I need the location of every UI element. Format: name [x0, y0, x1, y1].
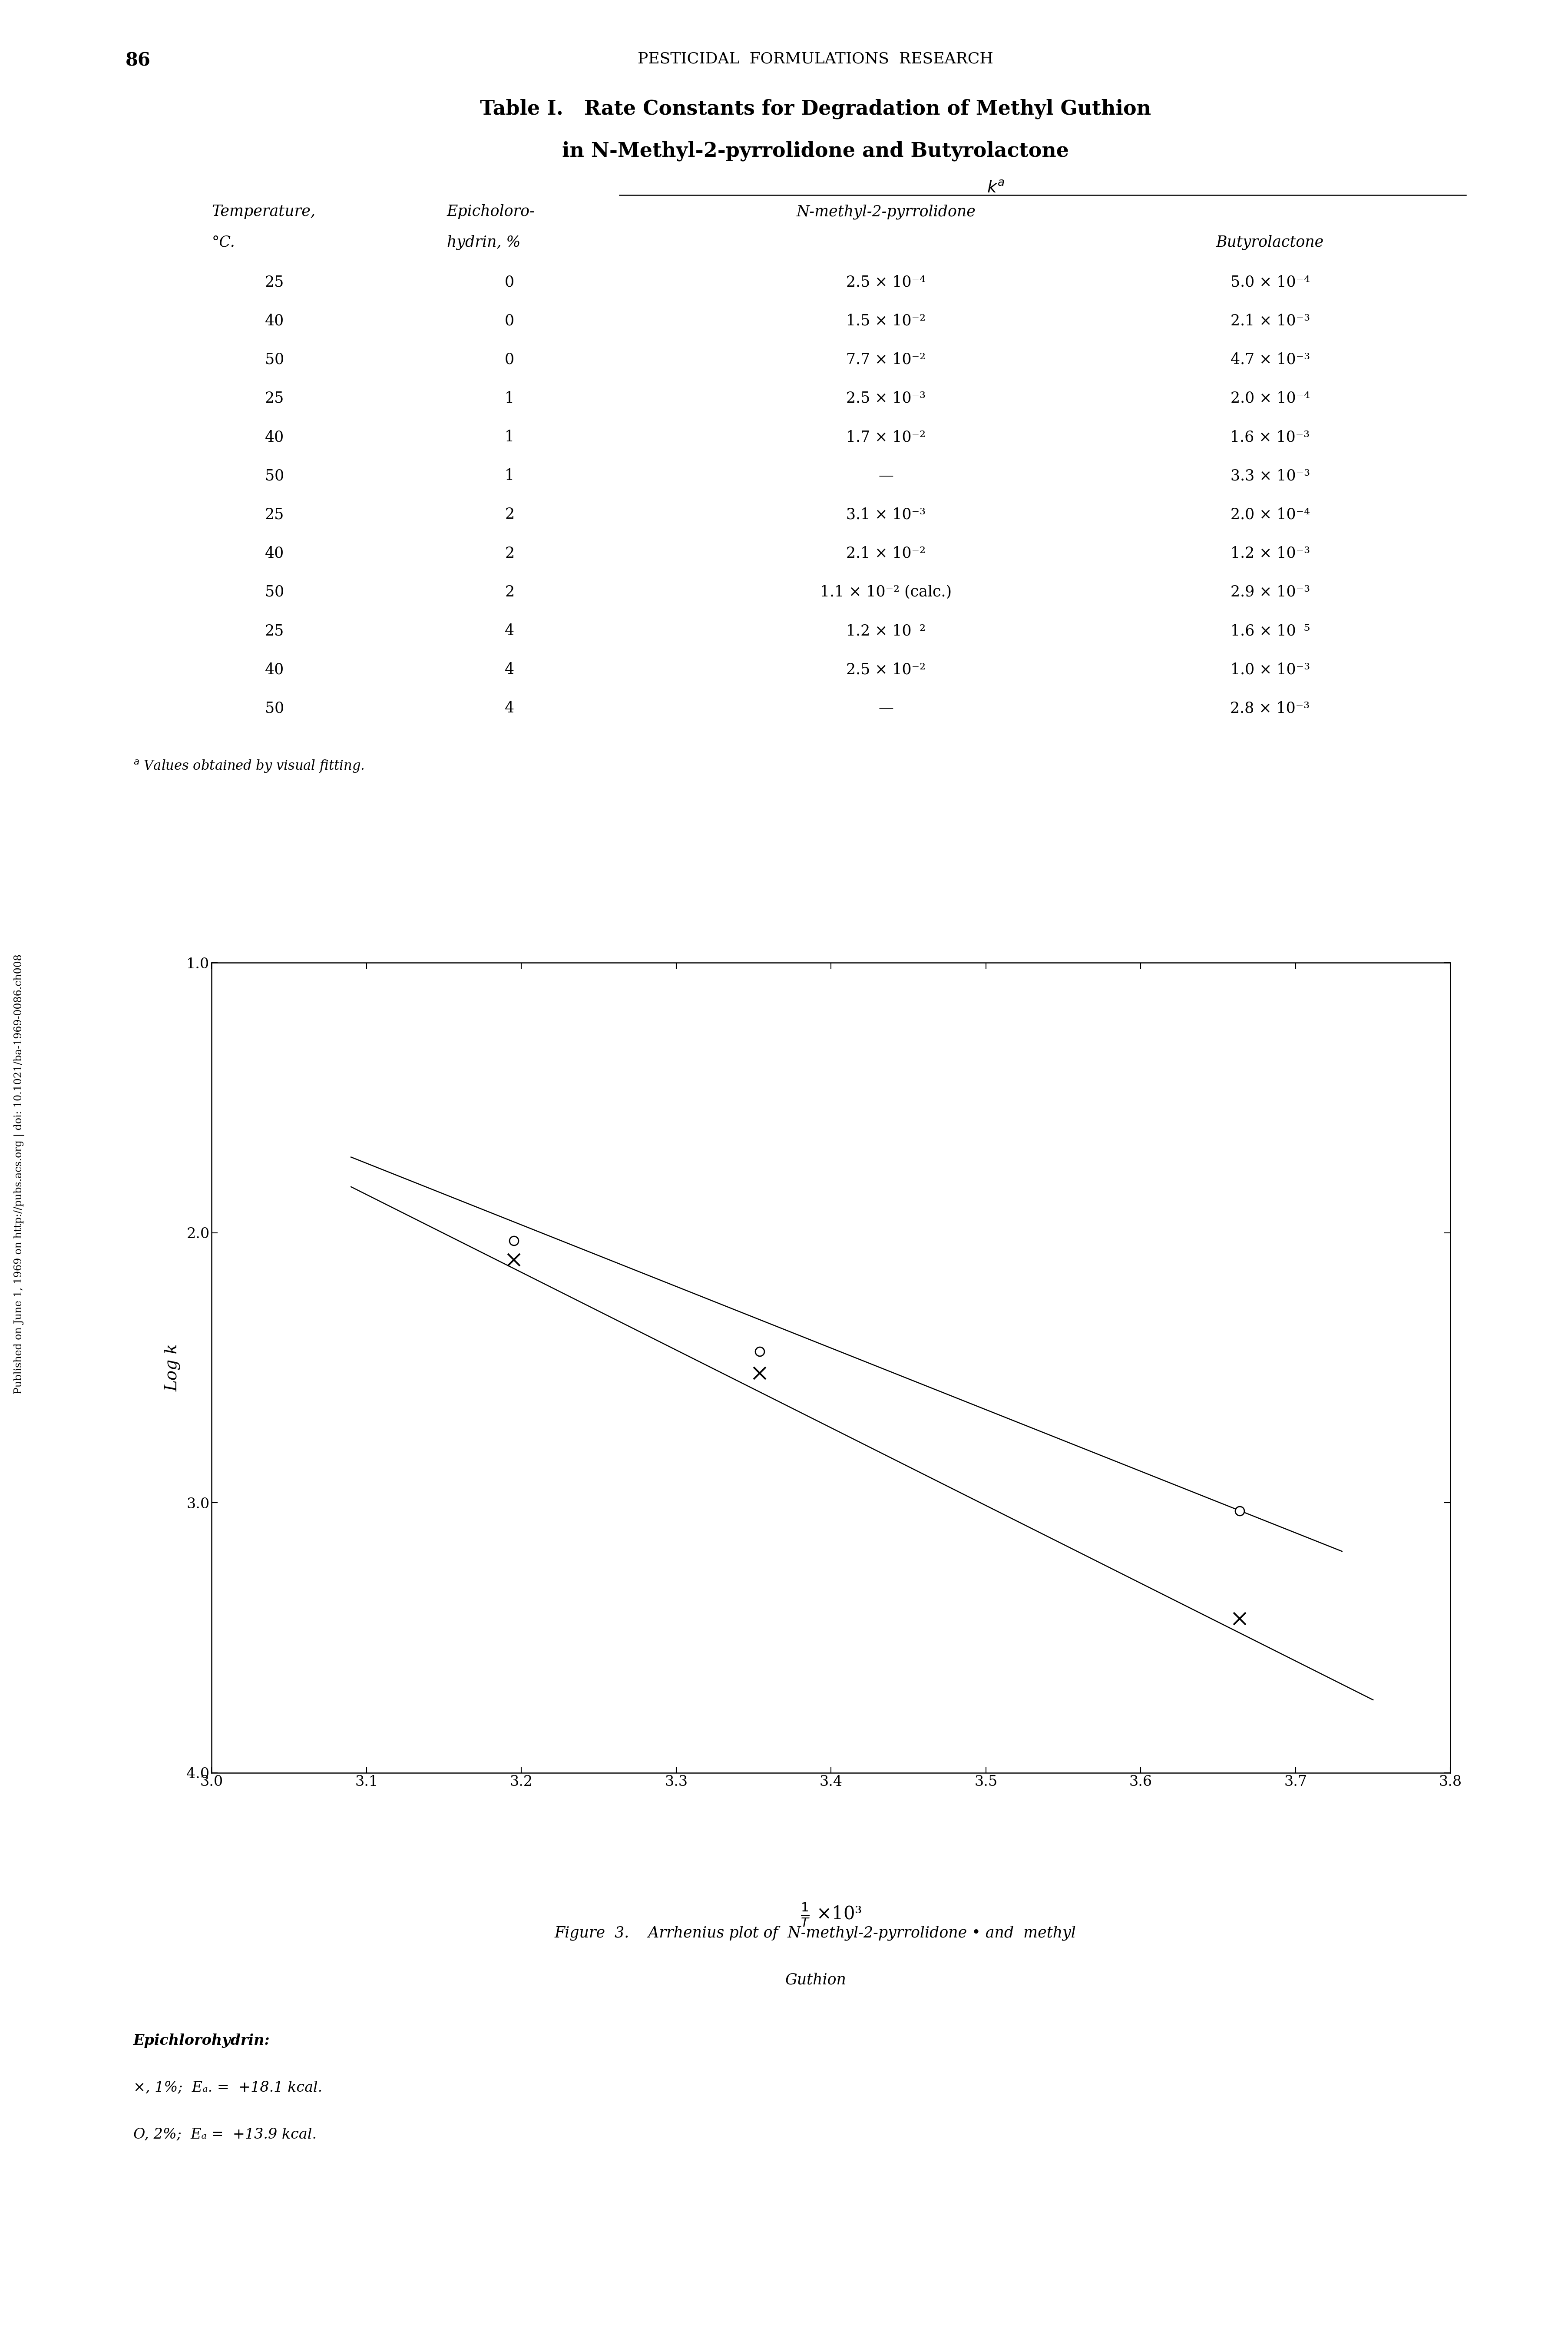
Text: 0: 0: [505, 352, 514, 366]
Text: in N-Methyl-2-pyrrolidone and Butyrolactone: in N-Methyl-2-pyrrolidone and Butyrolact…: [561, 141, 1069, 162]
Text: $k^a$: $k^a$: [986, 181, 1005, 197]
Text: 40: 40: [265, 430, 284, 444]
Text: PESTICIDAL  FORMULATIONS  RESEARCH: PESTICIDAL FORMULATIONS RESEARCH: [638, 52, 993, 66]
Text: 4: 4: [505, 625, 514, 639]
Text: Guthion: Guthion: [784, 1972, 847, 1986]
Text: Temperature,: Temperature,: [212, 204, 315, 218]
Text: O, 2%;  Eₐ =  +13.9 kcal.: O, 2%; Eₐ = +13.9 kcal.: [133, 2127, 317, 2141]
Text: 2.0 × 10⁻⁴: 2.0 × 10⁻⁴: [1231, 507, 1309, 521]
Text: 2.5 × 10⁻⁴: 2.5 × 10⁻⁴: [847, 275, 925, 289]
Text: 50: 50: [265, 470, 284, 484]
Text: —: —: [878, 470, 894, 484]
Text: 5.0 × 10⁻⁴: 5.0 × 10⁻⁴: [1231, 275, 1309, 289]
Text: 1: 1: [505, 470, 514, 484]
Text: 2: 2: [505, 547, 514, 561]
Text: 0: 0: [505, 315, 514, 329]
Text: 4.7 × 10⁻³: 4.7 × 10⁻³: [1231, 352, 1309, 366]
Text: 1.5 × 10⁻²: 1.5 × 10⁻²: [847, 315, 925, 329]
Text: 1.2 × 10⁻³: 1.2 × 10⁻³: [1231, 547, 1309, 561]
Text: Epicholoro-: Epicholoro-: [447, 204, 535, 218]
Text: 1.1 × 10⁻² (calc.): 1.1 × 10⁻² (calc.): [820, 585, 952, 599]
Text: 50: 50: [265, 352, 284, 366]
Text: 1.2 × 10⁻²: 1.2 × 10⁻²: [847, 625, 925, 639]
Text: Figure  3.    Arrhenius plot of  N-methyl-2-pyrrolidone • and  methyl: Figure 3. Arrhenius plot of N-methyl-2-p…: [555, 1925, 1076, 1939]
Text: 2.8 × 10⁻³: 2.8 × 10⁻³: [1231, 700, 1309, 716]
Text: 2.5 × 10⁻³: 2.5 × 10⁻³: [847, 390, 925, 406]
Text: Epichlorohydrin:: Epichlorohydrin:: [133, 2033, 270, 2047]
Text: 2.0 × 10⁻⁴: 2.0 × 10⁻⁴: [1231, 390, 1309, 406]
Text: 50: 50: [265, 585, 284, 599]
Y-axis label: Log k: Log k: [165, 1343, 180, 1392]
Text: 1.7 × 10⁻²: 1.7 × 10⁻²: [847, 430, 925, 444]
Text: 25: 25: [265, 275, 284, 289]
Text: N-methyl-2-pyrrolidone: N-methyl-2-pyrrolidone: [797, 204, 975, 218]
Text: 0: 0: [505, 275, 514, 289]
Text: 1: 1: [505, 390, 514, 406]
Text: 2.9 × 10⁻³: 2.9 × 10⁻³: [1231, 585, 1309, 599]
Text: 40: 40: [265, 662, 284, 676]
Text: 4: 4: [505, 700, 514, 716]
Text: Table I.   Rate Constants for Degradation of Methyl Guthion: Table I. Rate Constants for Degradation …: [480, 99, 1151, 120]
Text: 4: 4: [505, 662, 514, 676]
Text: 2: 2: [505, 585, 514, 599]
Text: $\frac{1}{T}$ ×10³: $\frac{1}{T}$ ×10³: [800, 1902, 862, 1928]
Text: 40: 40: [265, 315, 284, 329]
Text: 25: 25: [265, 625, 284, 639]
Text: 25: 25: [265, 390, 284, 406]
Text: °C.: °C.: [212, 235, 235, 249]
Text: 50: 50: [265, 700, 284, 716]
Text: 86: 86: [125, 52, 151, 70]
Text: Butyrolactone: Butyrolactone: [1217, 235, 1323, 249]
Text: 1.6 × 10⁻³: 1.6 × 10⁻³: [1231, 430, 1309, 444]
Text: hydrin, %: hydrin, %: [447, 235, 521, 249]
Text: 3.3 × 10⁻³: 3.3 × 10⁻³: [1231, 470, 1309, 484]
Text: 1.6 × 10⁻⁵: 1.6 × 10⁻⁵: [1231, 625, 1309, 639]
Text: 1.0 × 10⁻³: 1.0 × 10⁻³: [1231, 662, 1309, 676]
Text: 1: 1: [505, 430, 514, 444]
Text: 25: 25: [265, 507, 284, 521]
Text: 2.1 × 10⁻²: 2.1 × 10⁻²: [847, 547, 925, 561]
Text: 7.7 × 10⁻²: 7.7 × 10⁻²: [847, 352, 925, 366]
Text: 2.5 × 10⁻²: 2.5 × 10⁻²: [847, 662, 925, 676]
Text: 40: 40: [265, 547, 284, 561]
Text: ×, 1%;  Eₐ. =  +18.1 kcal.: ×, 1%; Eₐ. = +18.1 kcal.: [133, 2080, 323, 2094]
Text: $^a$ Values obtained by visual fitting.: $^a$ Values obtained by visual fitting.: [133, 758, 364, 772]
Text: 3.1 × 10⁻³: 3.1 × 10⁻³: [847, 507, 925, 521]
Text: 2: 2: [505, 507, 514, 521]
Text: —: —: [878, 700, 894, 716]
Text: 2.1 × 10⁻³: 2.1 × 10⁻³: [1231, 315, 1309, 329]
Text: Published on June 1, 1969 on http://pubs.acs.org | doi: 10.1021/ba-1969-0086.ch0: Published on June 1, 1969 on http://pubs…: [14, 953, 24, 1395]
